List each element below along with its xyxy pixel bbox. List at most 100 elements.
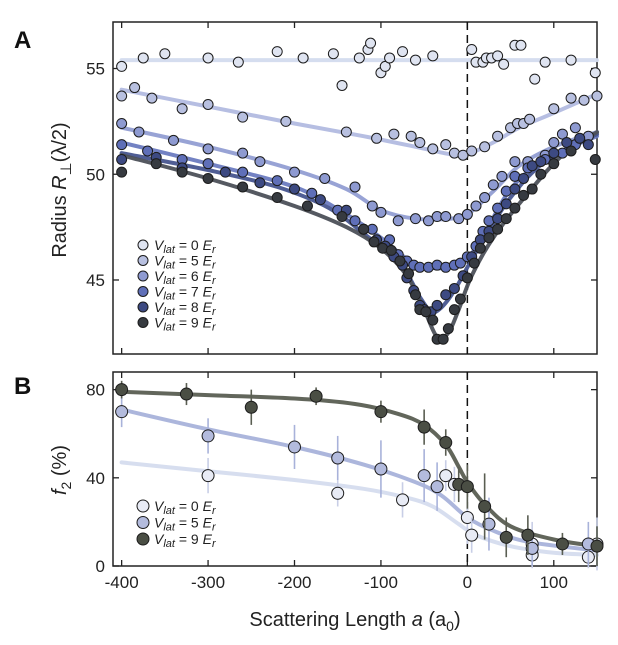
data-point xyxy=(176,166,188,178)
panel-a-label: A xyxy=(14,27,31,54)
data-point xyxy=(478,499,492,513)
panel-b-points xyxy=(115,380,604,571)
data-point xyxy=(116,139,128,151)
data-point xyxy=(159,48,171,60)
data-point xyxy=(349,181,361,193)
data-point xyxy=(366,200,378,212)
data-point xyxy=(437,333,449,345)
data-point xyxy=(254,156,266,168)
data-point xyxy=(515,39,527,51)
data-point xyxy=(498,58,510,70)
data-point xyxy=(397,46,409,58)
x-tick-label: -300 xyxy=(191,573,225,592)
x-tick-label: -400 xyxy=(105,573,139,592)
legend-label: Vlat = 9 Er xyxy=(154,531,217,550)
data-point xyxy=(466,43,478,55)
data-point xyxy=(392,215,404,227)
data-point xyxy=(448,282,460,294)
data-point xyxy=(479,141,491,153)
data-point xyxy=(521,528,535,542)
data-point xyxy=(460,480,474,494)
data-point xyxy=(548,137,560,149)
data-point xyxy=(142,145,154,157)
data-point xyxy=(319,172,331,184)
data-point xyxy=(237,111,249,123)
data-point xyxy=(496,170,508,182)
legend-label: Vlat = 8 Er xyxy=(154,299,217,318)
data-point xyxy=(116,153,128,165)
data-point xyxy=(420,306,432,318)
data-point xyxy=(137,52,149,64)
data-point xyxy=(487,179,499,191)
data-point xyxy=(349,215,361,227)
data-point xyxy=(439,469,453,483)
data-point xyxy=(457,149,469,161)
data-point xyxy=(535,156,547,168)
data-point xyxy=(582,139,594,151)
data-point xyxy=(244,400,258,414)
data-point xyxy=(309,389,323,403)
data-point xyxy=(492,50,504,62)
data-point xyxy=(374,405,388,419)
data-point xyxy=(327,48,339,60)
data-point xyxy=(461,208,473,220)
x-axis-title: Scattering Length a (a0) xyxy=(249,609,460,634)
data-point xyxy=(454,257,466,269)
data-point xyxy=(115,383,129,397)
data-point xyxy=(365,37,377,49)
data-point xyxy=(297,52,309,64)
data-point xyxy=(232,56,244,68)
data-point xyxy=(499,530,513,544)
data-point xyxy=(482,517,496,531)
data-point xyxy=(414,137,426,149)
data-point xyxy=(427,314,439,326)
data-point xyxy=(556,128,568,140)
data-point xyxy=(442,323,454,335)
data-point xyxy=(509,202,521,214)
data-point xyxy=(379,60,391,72)
legend-label: Vlat = 0 Er xyxy=(154,237,217,256)
data-point xyxy=(509,156,521,168)
data-point xyxy=(591,90,603,102)
data-point xyxy=(548,147,560,159)
legend-marker xyxy=(137,317,149,328)
data-point xyxy=(430,480,444,494)
panel-b-frame xyxy=(112,371,598,567)
data-point xyxy=(526,183,538,195)
data-point xyxy=(417,420,431,434)
data-point xyxy=(116,118,128,130)
data-point xyxy=(116,60,128,72)
data-point xyxy=(561,137,573,149)
data-point xyxy=(168,134,179,146)
data-point xyxy=(525,541,539,555)
data-point xyxy=(289,166,300,178)
legend-label: Vlat = 5 Er xyxy=(154,253,217,272)
data-point xyxy=(353,52,365,64)
data-point xyxy=(518,189,530,201)
data-point xyxy=(427,143,439,155)
data-point xyxy=(548,158,560,170)
data-point xyxy=(524,113,536,125)
data-point xyxy=(492,223,504,235)
legend-label: Vlat = 9 Er xyxy=(154,315,217,334)
legend-label: Vlat = 5 Er xyxy=(154,515,217,534)
data-point xyxy=(500,213,512,225)
data-point xyxy=(254,177,266,189)
data-point xyxy=(331,486,345,500)
data-point xyxy=(219,166,231,178)
panel-b-label: B xyxy=(14,373,31,400)
data-point xyxy=(565,54,577,66)
panel-b-axes: -400 -300 -200 -100 0 100 0 40 80 xyxy=(86,372,597,592)
data-point xyxy=(468,257,480,269)
y-tick-label: 55 xyxy=(86,60,105,79)
y-tick-label: 80 xyxy=(86,381,105,400)
data-point xyxy=(440,289,452,301)
data-point xyxy=(396,493,410,507)
data-point xyxy=(439,436,453,450)
data-point xyxy=(548,103,560,115)
data-point xyxy=(388,128,400,140)
data-point xyxy=(358,223,370,235)
data-point xyxy=(176,103,188,115)
